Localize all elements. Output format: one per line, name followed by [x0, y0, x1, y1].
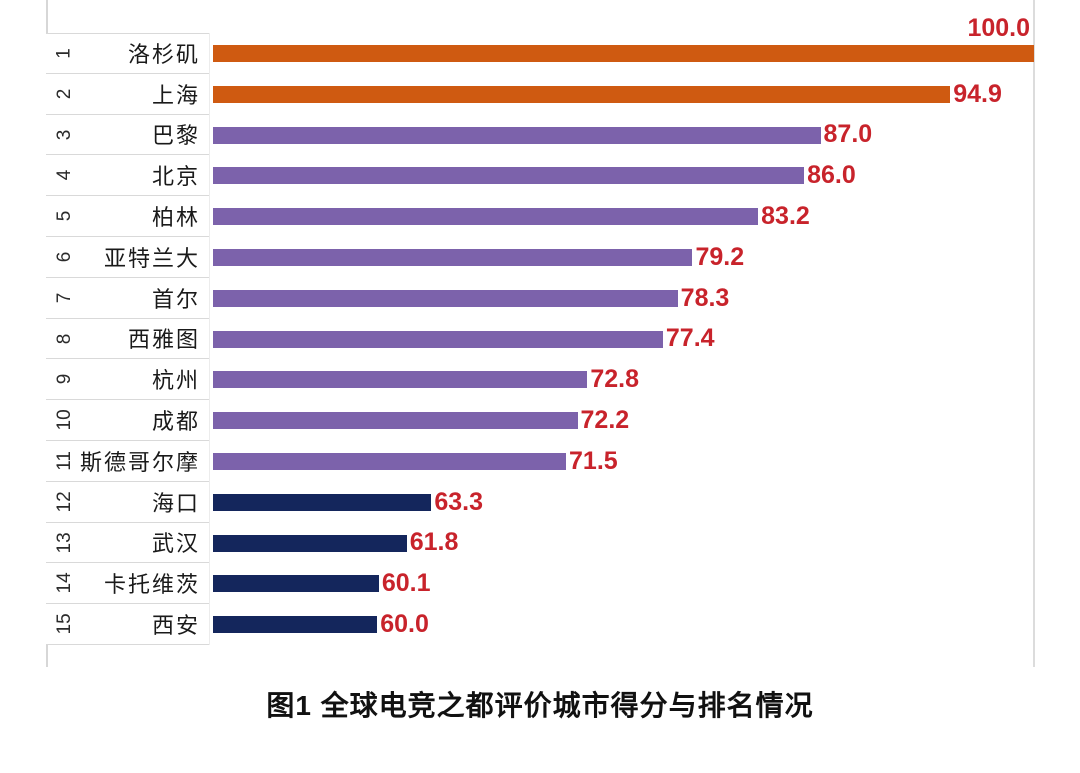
chart-row: 6 亚特兰大 79.2	[46, 237, 1080, 278]
score-bar	[213, 167, 805, 185]
label-cell: 14 卡托维茨	[46, 563, 209, 605]
score-bar	[213, 126, 821, 144]
gridline-100	[1033, 0, 1035, 667]
score-value-label: 61.8	[409, 528, 459, 557]
chart-title: 图1 全球电竞之都评价城市得分与排名情况	[266, 690, 814, 721]
city-label: 西雅图	[127, 327, 200, 353]
chart-row: 3 巴黎 87.0	[46, 114, 1080, 156]
score-bar	[213, 85, 951, 103]
score-value-label: 87.0	[823, 120, 873, 149]
city-label: 首尔	[151, 286, 200, 312]
label-cell: 15 西安	[46, 604, 209, 645]
score-value-label: 71.5	[569, 446, 618, 475]
label-cell: 5 柏林	[46, 196, 209, 237]
score-value-label: 78.3	[680, 283, 730, 312]
score-value-label: 60.0	[380, 610, 429, 639]
score-value-label: 60.1	[381, 569, 431, 598]
label-cell: 8 西雅图	[46, 318, 209, 360]
score-bar	[213, 453, 567, 470]
chart-row: 13 武汉 61.8	[46, 522, 1080, 564]
score-bar	[213, 45, 1034, 62]
city-label: 上海	[151, 82, 200, 108]
score-bar	[213, 289, 678, 307]
score-bar	[213, 412, 578, 430]
label-cell: 11 斯德哥尔摩	[46, 441, 209, 482]
chart-row: 11 斯德哥尔摩 71.5	[46, 441, 1080, 482]
city-label: 武汉	[151, 531, 200, 557]
city-label: 西安	[151, 613, 200, 639]
score-value-label: 94.9	[953, 79, 1002, 108]
score-bar	[213, 249, 693, 266]
chart-row: 9 杭州 72.8	[46, 359, 1080, 401]
score-bar	[213, 534, 407, 552]
score-bar	[213, 330, 663, 348]
score-bar	[213, 493, 432, 511]
chart-row: 7 首尔 78.3	[46, 277, 1080, 319]
label-cell: 1 洛杉矶	[46, 33, 209, 74]
label-cell: 3 巴黎	[46, 114, 209, 156]
score-bar	[213, 371, 588, 389]
chart-row: 8 西雅图 77.4	[46, 318, 1080, 360]
city-label: 斯德哥尔摩	[79, 449, 200, 475]
city-label: 北京	[151, 164, 200, 190]
city-label: 杭州	[151, 368, 200, 394]
label-cell: 10 成都	[46, 400, 209, 441]
score-bar	[213, 616, 378, 634]
score-bar	[213, 208, 759, 226]
score-value-label: 100.0	[967, 13, 1030, 42]
city-label: 海口	[151, 490, 200, 516]
score-value-label: 72.2	[580, 406, 630, 435]
score-value-label: 83.2	[761, 202, 810, 231]
label-cell: 6 亚特兰大	[46, 237, 209, 278]
city-label: 成都	[151, 409, 200, 435]
city-label: 柏林	[151, 205, 200, 231]
city-label: 巴黎	[151, 123, 200, 149]
chart-row: 2 上海 94.9	[46, 73, 1080, 115]
chart-row: 4 北京 86.0	[46, 155, 1080, 197]
city-label: 卡托维茨	[103, 572, 200, 598]
label-cell: 9 杭州	[46, 359, 209, 401]
score-value-label: 79.2	[695, 242, 745, 271]
score-value-label: 77.4	[665, 324, 715, 353]
city-label: 洛杉矶	[127, 42, 200, 68]
label-cell: 12 海口	[46, 481, 209, 523]
score-value-label: 72.8	[590, 365, 640, 394]
score-bar	[213, 575, 379, 593]
chart-row: 12 海口 63.3	[46, 481, 1080, 523]
chart-row: 14 卡托维茨 60.1	[46, 563, 1080, 605]
chart-row: 1 洛杉矶 100.0	[46, 14, 1080, 74]
chart-row: 15 西安 60.0	[46, 604, 1080, 645]
score-value-label: 63.3	[434, 487, 484, 516]
label-cell: 2 上海	[46, 73, 209, 115]
label-cell: 7 首尔	[46, 277, 209, 319]
city-label: 亚特兰大	[103, 245, 200, 271]
label-cell: 13 武汉	[46, 522, 209, 564]
label-cell: 4 北京	[46, 155, 209, 197]
chart-row: 5 柏林 83.2	[46, 196, 1080, 237]
chart-row: 10 成都 72.2	[46, 400, 1080, 441]
score-value-label: 86.0	[807, 161, 856, 190]
